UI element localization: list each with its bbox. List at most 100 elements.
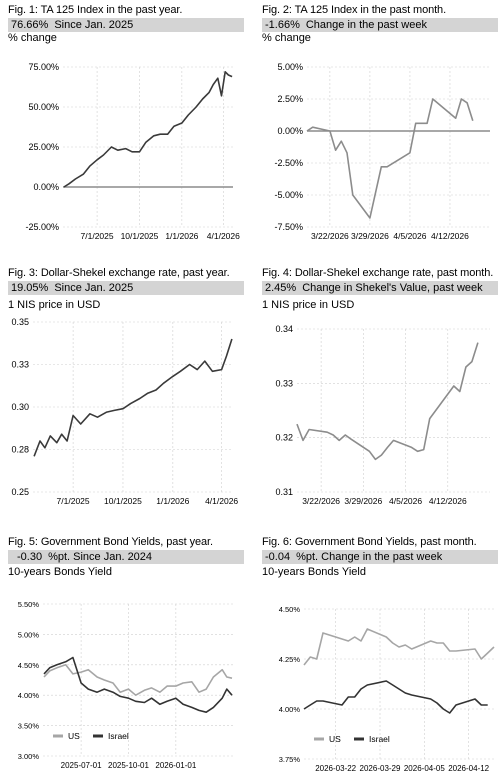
stat-text: Change in the past week bbox=[305, 19, 427, 31]
unit-label: % change bbox=[262, 32, 311, 44]
x-tick-label: 7/1/2025 bbox=[57, 496, 90, 506]
x-tick-label: 2026-04-05 bbox=[404, 764, 445, 773]
series-line bbox=[63, 70, 233, 188]
y-tick-label: -5.00% bbox=[274, 190, 303, 200]
chart-bond-month: 3.75% 4.00% 4.25% 4.50% 2026-03-22 2026-03-29… bbox=[279, 605, 495, 773]
series-line-us bbox=[303, 628, 495, 666]
stat-value: 19.05% bbox=[11, 282, 49, 294]
x-tick-label: 1/1/2026 bbox=[156, 496, 189, 506]
x-tick-label: 2026-01-01 bbox=[155, 761, 196, 770]
chart-shekel-year: 0.25 0.28 0.30 0.33 0.35 7/1/2025 10/1/2025 1/1… bbox=[11, 317, 238, 506]
y-tick-label: 5.50% bbox=[18, 600, 40, 609]
stat-bar: -0.30 %pt. Since Jan. 2024 bbox=[8, 550, 244, 564]
x-tick-label: 2026-03-29 bbox=[360, 764, 401, 773]
stat-text: %pt. Change in the past week bbox=[296, 551, 443, 563]
y-tick-label: 5.00% bbox=[277, 62, 303, 72]
y-tick-label: 4.50% bbox=[18, 661, 40, 670]
y-tick-label: 0.33 bbox=[275, 378, 293, 388]
y-tick-label: 0.34 bbox=[275, 324, 293, 334]
y-tick-label: 0.31 bbox=[275, 487, 293, 497]
figure-title: Fig. 2: TA 125 Index in the past month. bbox=[262, 4, 447, 16]
y-tick-label: 0.00% bbox=[33, 182, 59, 192]
x-tick-label: 3/29/2026 bbox=[344, 496, 382, 506]
y-tick-label: 4.50% bbox=[279, 605, 301, 614]
y-tick-label: 50.00% bbox=[28, 102, 59, 112]
y-tick-label: 0.00% bbox=[277, 126, 303, 136]
x-tick-label: 3/22/2026 bbox=[311, 231, 349, 241]
stat-bar: 76.66% Since Jan. 2025 bbox=[8, 18, 244, 32]
chart-bond-year: 3.00% 3.50% 4.00% 4.50% 5.00% 5.50% 2025-07-01… bbox=[18, 600, 233, 770]
y-tick-label: 5.00% bbox=[18, 630, 40, 639]
chart-ta125-year: -25.00% 0.00% 25.00% 50.00% 75.00% 7/1/2025 10… bbox=[25, 62, 240, 241]
unit-label: 10-years Bonds Yield bbox=[262, 566, 366, 578]
figure-title: Fig. 6: Government Bond Yields, past mon… bbox=[262, 536, 477, 548]
figure-1: Fig. 1: TA 125 Index in the past year. 7… bbox=[8, 4, 248, 244]
series-line bbox=[296, 342, 479, 461]
stat-bar: 19.05% Since Jan. 2025 bbox=[8, 281, 244, 295]
unit-label: 1 NIS price in USD bbox=[8, 299, 101, 311]
legend-label-us: US bbox=[329, 734, 341, 744]
x-tick-label: 4/1/2026 bbox=[207, 231, 240, 241]
stat-value: -0.04 bbox=[265, 551, 291, 563]
y-tick-label: -2.50% bbox=[274, 158, 303, 168]
x-tick-label: 3/22/2026 bbox=[302, 496, 340, 506]
series-line-israel bbox=[303, 680, 488, 714]
unit-label: 10-years Bonds Yield bbox=[8, 566, 112, 578]
x-tick-label: 2025-07-01 bbox=[61, 761, 102, 770]
series-line-us bbox=[43, 664, 233, 696]
y-tick-label: 0.25 bbox=[11, 487, 29, 497]
figure-title: Fig. 5: Government Bond Yields, past yea… bbox=[8, 536, 213, 548]
x-tick-label: 7/1/2025 bbox=[81, 231, 114, 241]
x-tick-label: 4/5/2026 bbox=[389, 496, 422, 506]
figure-title: Fig. 4: Dollar-Shekel exchange rate, pas… bbox=[262, 267, 494, 279]
y-tick-label: 4.00% bbox=[279, 705, 301, 714]
stat-text: Since Jan. 2025 bbox=[54, 282, 134, 294]
series-line bbox=[306, 98, 474, 219]
stat-value: 2.45% bbox=[265, 282, 297, 294]
y-tick-label: 4.00% bbox=[18, 691, 40, 700]
legend-label-us: US bbox=[68, 731, 80, 741]
figure-3: Fig. 3: Dollar-Shekel exchange rate, pas… bbox=[8, 267, 248, 517]
x-tick-label: 4/1/2026 bbox=[205, 496, 238, 506]
y-tick-label: 3.00% bbox=[18, 752, 40, 761]
x-tick-label: 2026-04-12 bbox=[448, 764, 489, 773]
figure-title: Fig. 1: TA 125 Index in the past year. bbox=[8, 4, 183, 16]
x-tick-label: 2025-10-01 bbox=[108, 761, 149, 770]
x-tick-label: 4/5/2026 bbox=[393, 231, 426, 241]
y-tick-label: 0.28 bbox=[11, 445, 29, 455]
y-tick-label: -7.50% bbox=[274, 222, 303, 232]
stat-text: Change in Shekel's Value, past week bbox=[302, 282, 483, 294]
x-tick-label: 10/1/2025 bbox=[121, 231, 159, 241]
y-tick-label: -25.00% bbox=[25, 222, 59, 232]
y-tick-label: 0.33 bbox=[11, 360, 29, 370]
figure-6: Fig. 6: Government Bond Yields, past mon… bbox=[262, 536, 502, 775]
unit-label: % change bbox=[8, 32, 57, 44]
figure-4: Fig. 4: Dollar-Shekel exchange rate, pas… bbox=[262, 267, 502, 517]
stat-text: Since Jan. 2025 bbox=[54, 19, 134, 31]
figure-5: Fig. 5: Government Bond Yields, past yea… bbox=[8, 536, 248, 775]
stat-bar: -0.04 %pt. Change in the past week bbox=[262, 550, 498, 564]
figure-title: Fig. 3: Dollar-Shekel exchange rate, pas… bbox=[8, 267, 230, 279]
y-tick-label: 0.30 bbox=[11, 402, 29, 412]
stat-value: -0.30 bbox=[17, 551, 43, 563]
stat-text: %pt. Since Jan. 2024 bbox=[48, 551, 153, 563]
legend-label-israel: Israel bbox=[369, 734, 390, 744]
series-line bbox=[33, 338, 233, 457]
y-tick-label: 4.25% bbox=[279, 655, 301, 664]
figure-2: Fig. 2: TA 125 Index in the past month. … bbox=[262, 4, 502, 244]
x-tick-label: 3/29/2026 bbox=[351, 231, 389, 241]
x-tick-label: 1/1/2026 bbox=[165, 231, 198, 241]
stat-bar: 2.45% Change in Shekel's Value, past week bbox=[262, 281, 498, 295]
x-tick-label: 10/1/2025 bbox=[104, 496, 142, 506]
x-tick-label: 2026-03-22 bbox=[315, 764, 356, 773]
y-tick-label: 3.50% bbox=[18, 722, 40, 731]
x-tick-label: 4/12/2026 bbox=[431, 231, 469, 241]
stat-value: -1.66% bbox=[265, 19, 300, 31]
y-tick-label: 0.35 bbox=[11, 317, 29, 327]
stat-value: 76.66% bbox=[11, 19, 49, 31]
chart-ta125-month: -7.50% -5.00% -2.50% 0.00% 2.50% 5.00% 3/22/20… bbox=[274, 62, 490, 241]
y-tick-label: 75.00% bbox=[28, 62, 59, 72]
y-tick-label: 25.00% bbox=[28, 142, 59, 152]
y-tick-label: 3.75% bbox=[279, 755, 301, 764]
chart-shekel-month: 0.31 0.32 0.33 0.34 3/22/2026 3/29/2026 4/5/20… bbox=[275, 324, 490, 506]
